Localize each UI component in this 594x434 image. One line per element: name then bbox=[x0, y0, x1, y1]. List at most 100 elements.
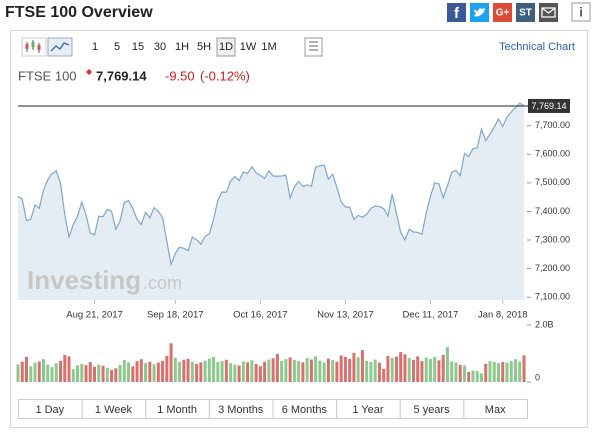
share-email[interactable] bbox=[539, 3, 558, 22]
volume-bar bbox=[263, 361, 267, 382]
volume-bar bbox=[190, 361, 194, 382]
volume-bar bbox=[445, 347, 449, 382]
y-tick-label: 7,400.00 bbox=[535, 206, 570, 216]
volume-bar bbox=[118, 364, 122, 382]
volume-bar bbox=[178, 362, 182, 382]
volume-bar bbox=[258, 366, 262, 382]
volume-bar bbox=[496, 363, 500, 382]
volume-bar bbox=[220, 360, 224, 382]
volume-bar bbox=[420, 361, 424, 382]
icon-lines bbox=[309, 41, 318, 51]
share-facebook[interactable]: f bbox=[447, 3, 466, 22]
volume-bar bbox=[318, 360, 322, 382]
x-tick-label: Nov 13, 2017 bbox=[317, 310, 374, 321]
volume-bar bbox=[492, 361, 496, 382]
volume-bar bbox=[216, 362, 220, 382]
volume-bar bbox=[382, 368, 386, 382]
range-button[interactable]: 1 Month bbox=[157, 404, 197, 416]
volume-bar bbox=[479, 373, 483, 382]
volume-bar bbox=[250, 360, 254, 382]
settings-icon[interactable] bbox=[304, 37, 323, 57]
volume-bar bbox=[280, 360, 284, 382]
volume-bar bbox=[352, 352, 356, 382]
share-bg bbox=[493, 3, 512, 22]
volume-bar bbox=[139, 359, 143, 382]
range-button[interactable]: 1 Day bbox=[35, 404, 64, 416]
range-button[interactable]: 5 years bbox=[414, 404, 451, 416]
volume-bar bbox=[424, 357, 428, 382]
volume-bar bbox=[131, 366, 135, 382]
volume-bar bbox=[488, 361, 492, 382]
interval-button[interactable]: 15 bbox=[132, 41, 144, 53]
line-icon[interactable] bbox=[47, 37, 73, 57]
range-button-bg[interactable] bbox=[463, 399, 528, 419]
interval-button[interactable]: 30 bbox=[154, 41, 166, 53]
share-stocktwits[interactable]: ST bbox=[516, 3, 535, 22]
volume-bar bbox=[173, 357, 177, 382]
volume-bar bbox=[67, 356, 71, 382]
chart-frame bbox=[10, 30, 588, 428]
volume-bar bbox=[441, 354, 445, 382]
interval-button[interactable]: 5 bbox=[114, 41, 120, 53]
share-google[interactable]: G+ bbox=[493, 3, 512, 22]
volume-bar bbox=[301, 362, 305, 382]
y-tick-label: 7,200.00 bbox=[535, 263, 570, 273]
y-tick-label: 7,500.00 bbox=[535, 177, 570, 187]
volume-bar bbox=[335, 361, 339, 382]
info-bg bbox=[571, 2, 591, 22]
interval-button[interactable]: 5H bbox=[197, 41, 211, 53]
interval-button[interactable]: 1D bbox=[219, 41, 233, 53]
volume-bar bbox=[373, 359, 377, 382]
volume-bar bbox=[522, 355, 526, 382]
volume-bar bbox=[110, 370, 114, 382]
interval-button[interactable]: 1M bbox=[261, 41, 276, 53]
range-button[interactable]: 3 Months bbox=[218, 404, 264, 416]
share-twitter[interactable] bbox=[470, 3, 489, 22]
interval-button[interactable]: 1H bbox=[175, 41, 189, 53]
volume-bar bbox=[233, 364, 237, 382]
volume-bar bbox=[161, 360, 165, 382]
volume-bar bbox=[399, 352, 403, 382]
volume-bar bbox=[467, 372, 471, 382]
quote-name: FTSE 100 bbox=[18, 68, 77, 83]
watermark-domain: .com bbox=[143, 273, 182, 293]
interval-button[interactable]: 1W bbox=[240, 41, 257, 53]
volume-bar bbox=[326, 358, 330, 382]
volume-bar bbox=[284, 359, 288, 382]
interval-button[interactable]: 1 bbox=[92, 41, 98, 53]
volume-bar bbox=[267, 359, 271, 382]
volume-bar bbox=[224, 359, 228, 382]
price-area bbox=[18, 103, 524, 301]
range-button[interactable]: 1 Week bbox=[95, 404, 133, 416]
volume-bar bbox=[314, 356, 318, 382]
volume-bar bbox=[377, 362, 381, 382]
volume-bar bbox=[386, 355, 390, 382]
candle-icon[interactable] bbox=[21, 37, 47, 57]
volume-bar bbox=[322, 362, 326, 382]
volume-bar bbox=[237, 365, 241, 382]
volume-bar bbox=[454, 362, 458, 382]
range-button[interactable]: Max bbox=[485, 404, 506, 416]
volume-bar bbox=[343, 356, 347, 382]
volume-bar bbox=[169, 343, 173, 382]
volume-tick-label: 0 bbox=[535, 372, 540, 382]
volume-bar bbox=[403, 354, 407, 382]
icon-body bbox=[31, 42, 35, 47]
icon-body bbox=[25, 44, 29, 49]
volume-bar bbox=[114, 368, 118, 382]
volume-bar bbox=[101, 365, 105, 382]
volume-bar bbox=[105, 367, 109, 382]
volume-bar bbox=[54, 363, 58, 382]
y-tick-label: 7,700.00 bbox=[535, 120, 570, 130]
volume-bar bbox=[80, 364, 84, 382]
range-button[interactable]: 1 Year bbox=[352, 404, 384, 416]
interval-active-box bbox=[216, 37, 236, 57]
volume-bar bbox=[271, 358, 275, 382]
volume-bar bbox=[428, 358, 432, 382]
technical-chart-link[interactable]: Technical Chart bbox=[499, 41, 575, 53]
range-button[interactable]: 6 Months bbox=[282, 404, 328, 416]
volume-bar bbox=[484, 363, 488, 382]
twitter-bird bbox=[474, 8, 485, 17]
info-button[interactable]: i bbox=[571, 2, 591, 22]
volume-bar bbox=[365, 360, 369, 382]
